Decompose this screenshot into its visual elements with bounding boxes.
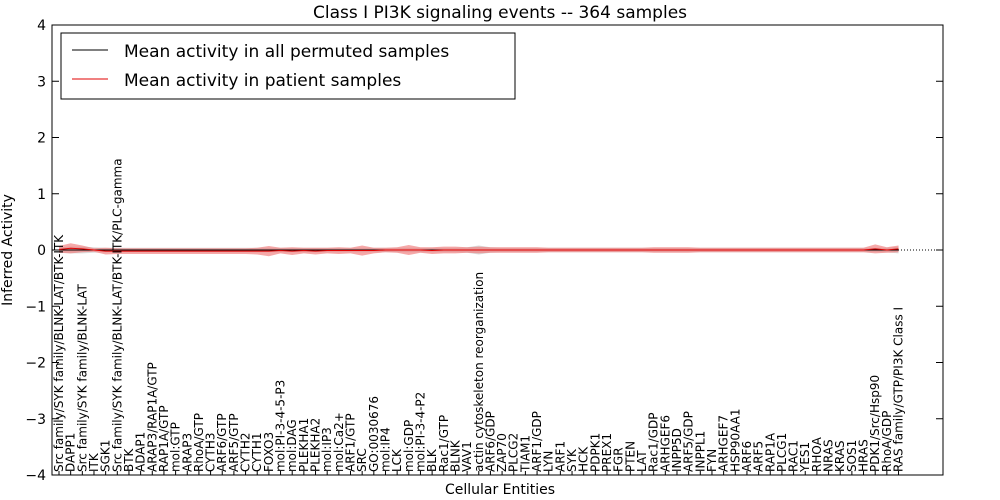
- x-category-label: ARF6/GDP: [483, 411, 497, 472]
- x-category-label: Rac1/GTP: [437, 415, 451, 472]
- x-category-label: FYN: [705, 449, 719, 472]
- x-category-label: RAC1: [787, 440, 801, 472]
- x-category-label: ARAP3: [180, 433, 194, 472]
- x-category-label: PDK1/Src/Hsp90: [868, 375, 882, 472]
- x-category-label: HSP90AA1: [728, 408, 742, 472]
- x-category-label: PTEN: [623, 441, 637, 472]
- x-category-label: mol:PI-3-4-5-P3: [274, 380, 288, 472]
- y-tick-label: 1: [37, 187, 46, 203]
- x-category-label: ARHGEF7: [717, 415, 731, 472]
- x-category-label: RhoA/GDP: [880, 411, 894, 472]
- x-axis-ticks: [58, 471, 900, 475]
- y-axis-ticks: −4 −3 −2 −1 0 1 2 3 4: [25, 18, 943, 484]
- x-category-label: NRAS: [822, 439, 836, 472]
- x-category-label: ARF5/GDP: [682, 411, 696, 472]
- x-category-label: mol:PI-3-4-P2: [413, 392, 427, 472]
- patient-mean-line: [58, 247, 899, 252]
- y-tick-label: 0: [37, 243, 46, 259]
- x-category-label: RAS family/GTP/PI3K Class I: [892, 307, 906, 472]
- x-category-label: LCK: [390, 448, 404, 472]
- x-category-label: SYK: [565, 448, 579, 472]
- x-category-label: ARF6/GTP: [215, 413, 229, 472]
- x-category-label: SOS1: [845, 440, 859, 472]
- x-category-label: FGR: [612, 447, 626, 472]
- x-category-label: ARF1/GTP: [344, 413, 358, 472]
- y-tick-label: −2: [25, 356, 46, 372]
- y-tick-label: 2: [37, 131, 46, 147]
- y-tick-label: 4: [37, 18, 46, 34]
- x-category-label: PREX1: [600, 433, 614, 472]
- x-category-label: CYTH2: [239, 433, 253, 473]
- x-category-label: BTK: [122, 447, 136, 472]
- x-category-label: Src family/SYK family/BLNK-LAT/BTK-ITK/P…: [110, 158, 124, 472]
- x-category-label: PLEKHA1: [297, 418, 311, 472]
- x-category-label: Src family/SYK family/BLNK-LAT/BTK-ITK: [52, 234, 66, 472]
- x-category-label: RAP1A/GTP: [157, 405, 171, 472]
- legend-label-permuted: Mean activity in all permuted samples: [124, 42, 449, 62]
- x-category-label: SGK1: [99, 440, 113, 472]
- x-category-label: actin cytoskeleton reorganization: [472, 272, 486, 472]
- x-category-label: PLCG1: [775, 433, 789, 472]
- x-axis-category-labels: Src family/SYK family/BLNK-LAT/BTK-ITKDA…: [52, 158, 906, 473]
- x-category-label: ARF1: [553, 441, 567, 472]
- x-category-label: ARHGEF6: [658, 415, 672, 472]
- x-category-label: ARF5: [752, 441, 766, 472]
- x-category-label: mol:GDP: [402, 420, 416, 472]
- chart-title: Class I PI3K signaling events -- 364 sam…: [313, 3, 687, 23]
- x-category-label: mol:IP3: [320, 427, 334, 472]
- series-lines: [58, 247, 899, 252]
- x-category-label: KRAS: [833, 440, 847, 472]
- legend: Mean activity in all permuted samples Me…: [60, 32, 516, 100]
- x-category-label: ARF6: [740, 441, 754, 472]
- x-category-label: TIAM1: [518, 435, 532, 473]
- x-category-label: YES1: [798, 442, 812, 473]
- x-category-label: Src family/SYK family/BLNK-LAT: [75, 283, 89, 472]
- x-category-label: LAT: [635, 450, 649, 472]
- x-category-label: FOXO3: [262, 432, 276, 472]
- x-category-label: HRAS: [857, 439, 871, 472]
- x-category-label: ADAP1: [134, 432, 148, 472]
- x-axis-label: Cellular Entities: [445, 482, 555, 498]
- x-category-label: CYTH3: [204, 433, 218, 473]
- x-category-label: DAPP1: [64, 433, 78, 472]
- x-category-label: BLNK: [448, 439, 462, 472]
- x-category-label: mol:GTP: [169, 422, 183, 472]
- y-tick-label: −4: [25, 468, 46, 484]
- x-category-label: mol:Ca2+: [332, 412, 346, 472]
- x-category-label: mol:DAG: [285, 419, 299, 472]
- x-category-label: RHOA: [810, 436, 824, 472]
- y-tick-label: −1: [25, 299, 46, 315]
- x-category-label: PLCG2: [507, 433, 521, 472]
- x-category-label: ARAP3/RAP1A/GTP: [145, 362, 159, 472]
- y-axis-label: Inferred Activity: [0, 194, 16, 306]
- x-category-label: SRC: [355, 448, 369, 472]
- x-category-label: Rac1/GDP: [647, 413, 661, 472]
- x-category-label: RhoA/GTP: [192, 413, 206, 472]
- x-category-label: ZAP70: [495, 433, 509, 472]
- x-category-label: BLK: [425, 448, 439, 472]
- x-category-label: mol:IP4: [378, 427, 392, 472]
- x-category-label: VAV1: [460, 441, 474, 472]
- x-category-label: ITK: [87, 452, 101, 472]
- x-category-label: ARF1/GDP: [530, 411, 544, 472]
- x-category-label: HCK: [577, 446, 591, 472]
- x-category-label: CYTH1: [250, 433, 264, 473]
- legend-box: [60, 32, 516, 100]
- legend-label-patient: Mean activity in patient samples: [124, 71, 401, 91]
- x-category-label: INPP5D: [670, 428, 684, 472]
- x-category-label: INPPL1: [693, 431, 707, 472]
- x-category-label: RAP1A: [763, 432, 777, 472]
- y-tick-label: 3: [37, 74, 46, 90]
- x-category-label: GO:0030676: [367, 396, 381, 472]
- x-category-label: PLEKHA2: [309, 418, 323, 472]
- x-category-label: PDPK1: [588, 433, 602, 472]
- y-tick-label: −3: [25, 412, 46, 428]
- x-category-label: LYN: [542, 451, 556, 472]
- x-category-label: ARF5/GTP: [227, 413, 241, 472]
